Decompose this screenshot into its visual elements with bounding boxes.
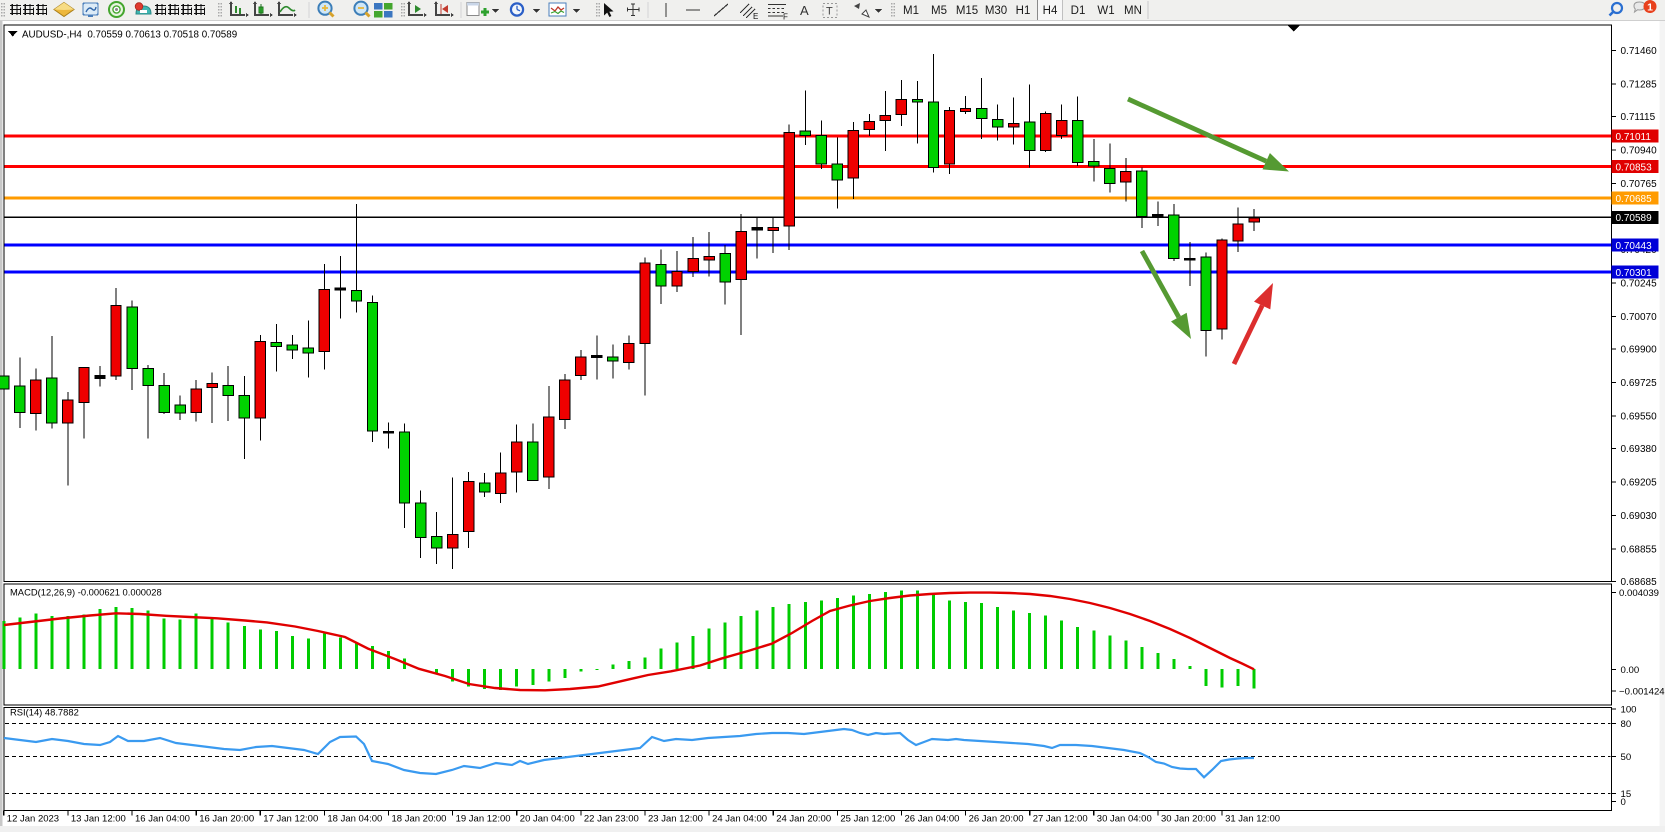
svg-text:0.68855: 0.68855 [1621,545,1658,556]
svg-text:0.70765: 0.70765 [1621,179,1658,190]
svg-text:20 Jan 04:00: 20 Jan 04:00 [520,814,575,825]
svg-text:0.70589: 0.70589 [1616,213,1653,224]
svg-text:RSI(14) 48.7882: RSI(14) 48.7882 [10,707,79,718]
svg-text:0.70685: 0.70685 [1616,194,1653,205]
svg-text:100: 100 [1621,705,1637,716]
svg-text:M5: M5 [931,5,947,17]
svg-text:26 Jan 04:00: 26 Jan 04:00 [905,814,960,825]
svg-text:E: E [753,12,758,21]
svg-text:25 Jan 12:00: 25 Jan 12:00 [840,814,895,825]
svg-text:M15: M15 [956,5,978,17]
svg-text:0.70443: 0.70443 [1616,241,1653,252]
svg-text:27 Jan 12:00: 27 Jan 12:00 [1033,814,1088,825]
svg-text:0.004039: 0.004039 [1619,588,1659,599]
svg-text:MACD(12,26,9) -0.000621 0.0000: MACD(12,26,9) -0.000621 0.000028 [10,587,162,598]
svg-text:M1: M1 [903,5,919,17]
svg-text:0.70940: 0.70940 [1621,146,1658,157]
svg-text:30 Jan 20:00: 30 Jan 20:00 [1161,814,1216,825]
svg-text:0.71285: 0.71285 [1621,80,1658,91]
svg-text:15: 15 [1621,789,1632,800]
svg-text:13 Jan 12:00: 13 Jan 12:00 [71,814,126,825]
svg-text:F: F [783,13,788,22]
svg-text:0.70070: 0.70070 [1621,312,1658,323]
svg-text:18 Jan 20:00: 18 Jan 20:00 [392,814,447,825]
svg-text:A: A [800,3,809,18]
svg-text:26 Jan 20:00: 26 Jan 20:00 [969,814,1024,825]
svg-text:80: 80 [1621,719,1632,730]
svg-text:H4: H4 [1043,5,1058,17]
svg-text:T: T [826,6,833,18]
svg-text:31 Jan 12:00: 31 Jan 12:00 [1225,814,1280,825]
svg-text:0.69725: 0.69725 [1621,378,1658,389]
svg-text:30 Jan 04:00: 30 Jan 04:00 [1097,814,1152,825]
svg-text:0.70301: 0.70301 [1616,268,1653,279]
svg-text:50: 50 [1621,752,1632,763]
svg-text:H1: H1 [1016,5,1031,17]
svg-text:12 Jan 2023: 12 Jan 2023 [7,814,59,825]
svg-text:0.71460: 0.71460 [1621,46,1658,57]
svg-text:M30: M30 [985,5,1007,17]
svg-text:0.00: 0.00 [1621,665,1640,676]
svg-text:0.69205: 0.69205 [1621,478,1658,489]
svg-text:23 Jan 12:00: 23 Jan 12:00 [648,814,703,825]
svg-text:0.69030: 0.69030 [1621,511,1658,522]
svg-text:0.68685: 0.68685 [1621,577,1658,588]
svg-text:0.69900: 0.69900 [1621,345,1658,356]
svg-text:0.70245: 0.70245 [1621,279,1658,290]
svg-text:0.69380: 0.69380 [1621,444,1658,455]
svg-text:24 Jan 04:00: 24 Jan 04:00 [712,814,767,825]
svg-text:0.69550: 0.69550 [1621,412,1658,423]
svg-text:1: 1 [1647,2,1653,14]
svg-text:16 Jan 20:00: 16 Jan 20:00 [199,814,254,825]
svg-text:18 Jan 04:00: 18 Jan 04:00 [327,814,382,825]
svg-text:−0.001424: −0.001424 [1619,686,1665,697]
svg-text:W1: W1 [1097,5,1114,17]
svg-text:0: 0 [1621,797,1626,808]
svg-text:19 Jan 12:00: 19 Jan 12:00 [456,814,511,825]
svg-text:17 Jan 12:00: 17 Jan 12:00 [263,814,318,825]
svg-text:22 Jan 23:00: 22 Jan 23:00 [584,814,639,825]
svg-text:MN: MN [1124,5,1142,17]
svg-text:24 Jan 20:00: 24 Jan 20:00 [776,814,831,825]
svg-text:0.71011: 0.71011 [1616,132,1652,143]
svg-text:16 Jan 04:00: 16 Jan 04:00 [135,814,190,825]
svg-text:D1: D1 [1071,5,1086,17]
svg-text:0.71115: 0.71115 [1621,112,1656,123]
svg-text:AUDUSD-,H4 0.70559 0.70613 0.: AUDUSD-,H4 0.70559 0.70613 0.70518 0.705… [22,30,237,41]
svg-text:0.70853: 0.70853 [1616,162,1653,173]
